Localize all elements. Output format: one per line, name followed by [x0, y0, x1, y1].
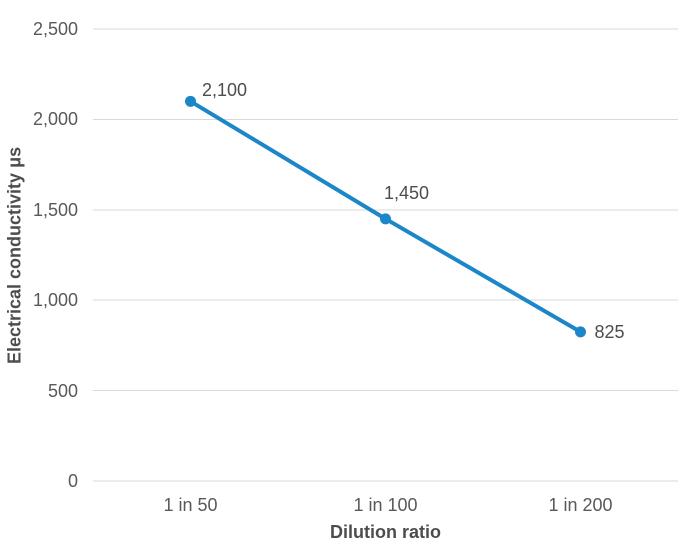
x-tick-label: 1 in 50	[163, 495, 218, 515]
x-tick-label: 1 in 200	[548, 495, 613, 515]
data-point-marker	[380, 213, 391, 225]
y-axis-title: Electrical conductivity μs	[4, 146, 25, 364]
y-tick-label: 500	[47, 380, 78, 401]
y-tick-label: 2,500	[32, 19, 78, 39]
y-tick-label: 1,000	[32, 290, 78, 311]
x-axis-title: Dilution ratio	[330, 522, 441, 542]
data-point-label: 2,100	[201, 80, 248, 101]
y-tick-label: 2,000	[32, 109, 78, 130]
data-point-label: 825	[594, 321, 625, 342]
y-tick-label: 1,500	[32, 199, 78, 220]
data-point-marker	[575, 326, 586, 338]
x-tick-label: 1 in 100	[353, 495, 418, 515]
data-point-marker	[185, 95, 196, 107]
y-tick-label: 0	[67, 471, 78, 491]
data-point-label: 1,450	[383, 182, 430, 203]
